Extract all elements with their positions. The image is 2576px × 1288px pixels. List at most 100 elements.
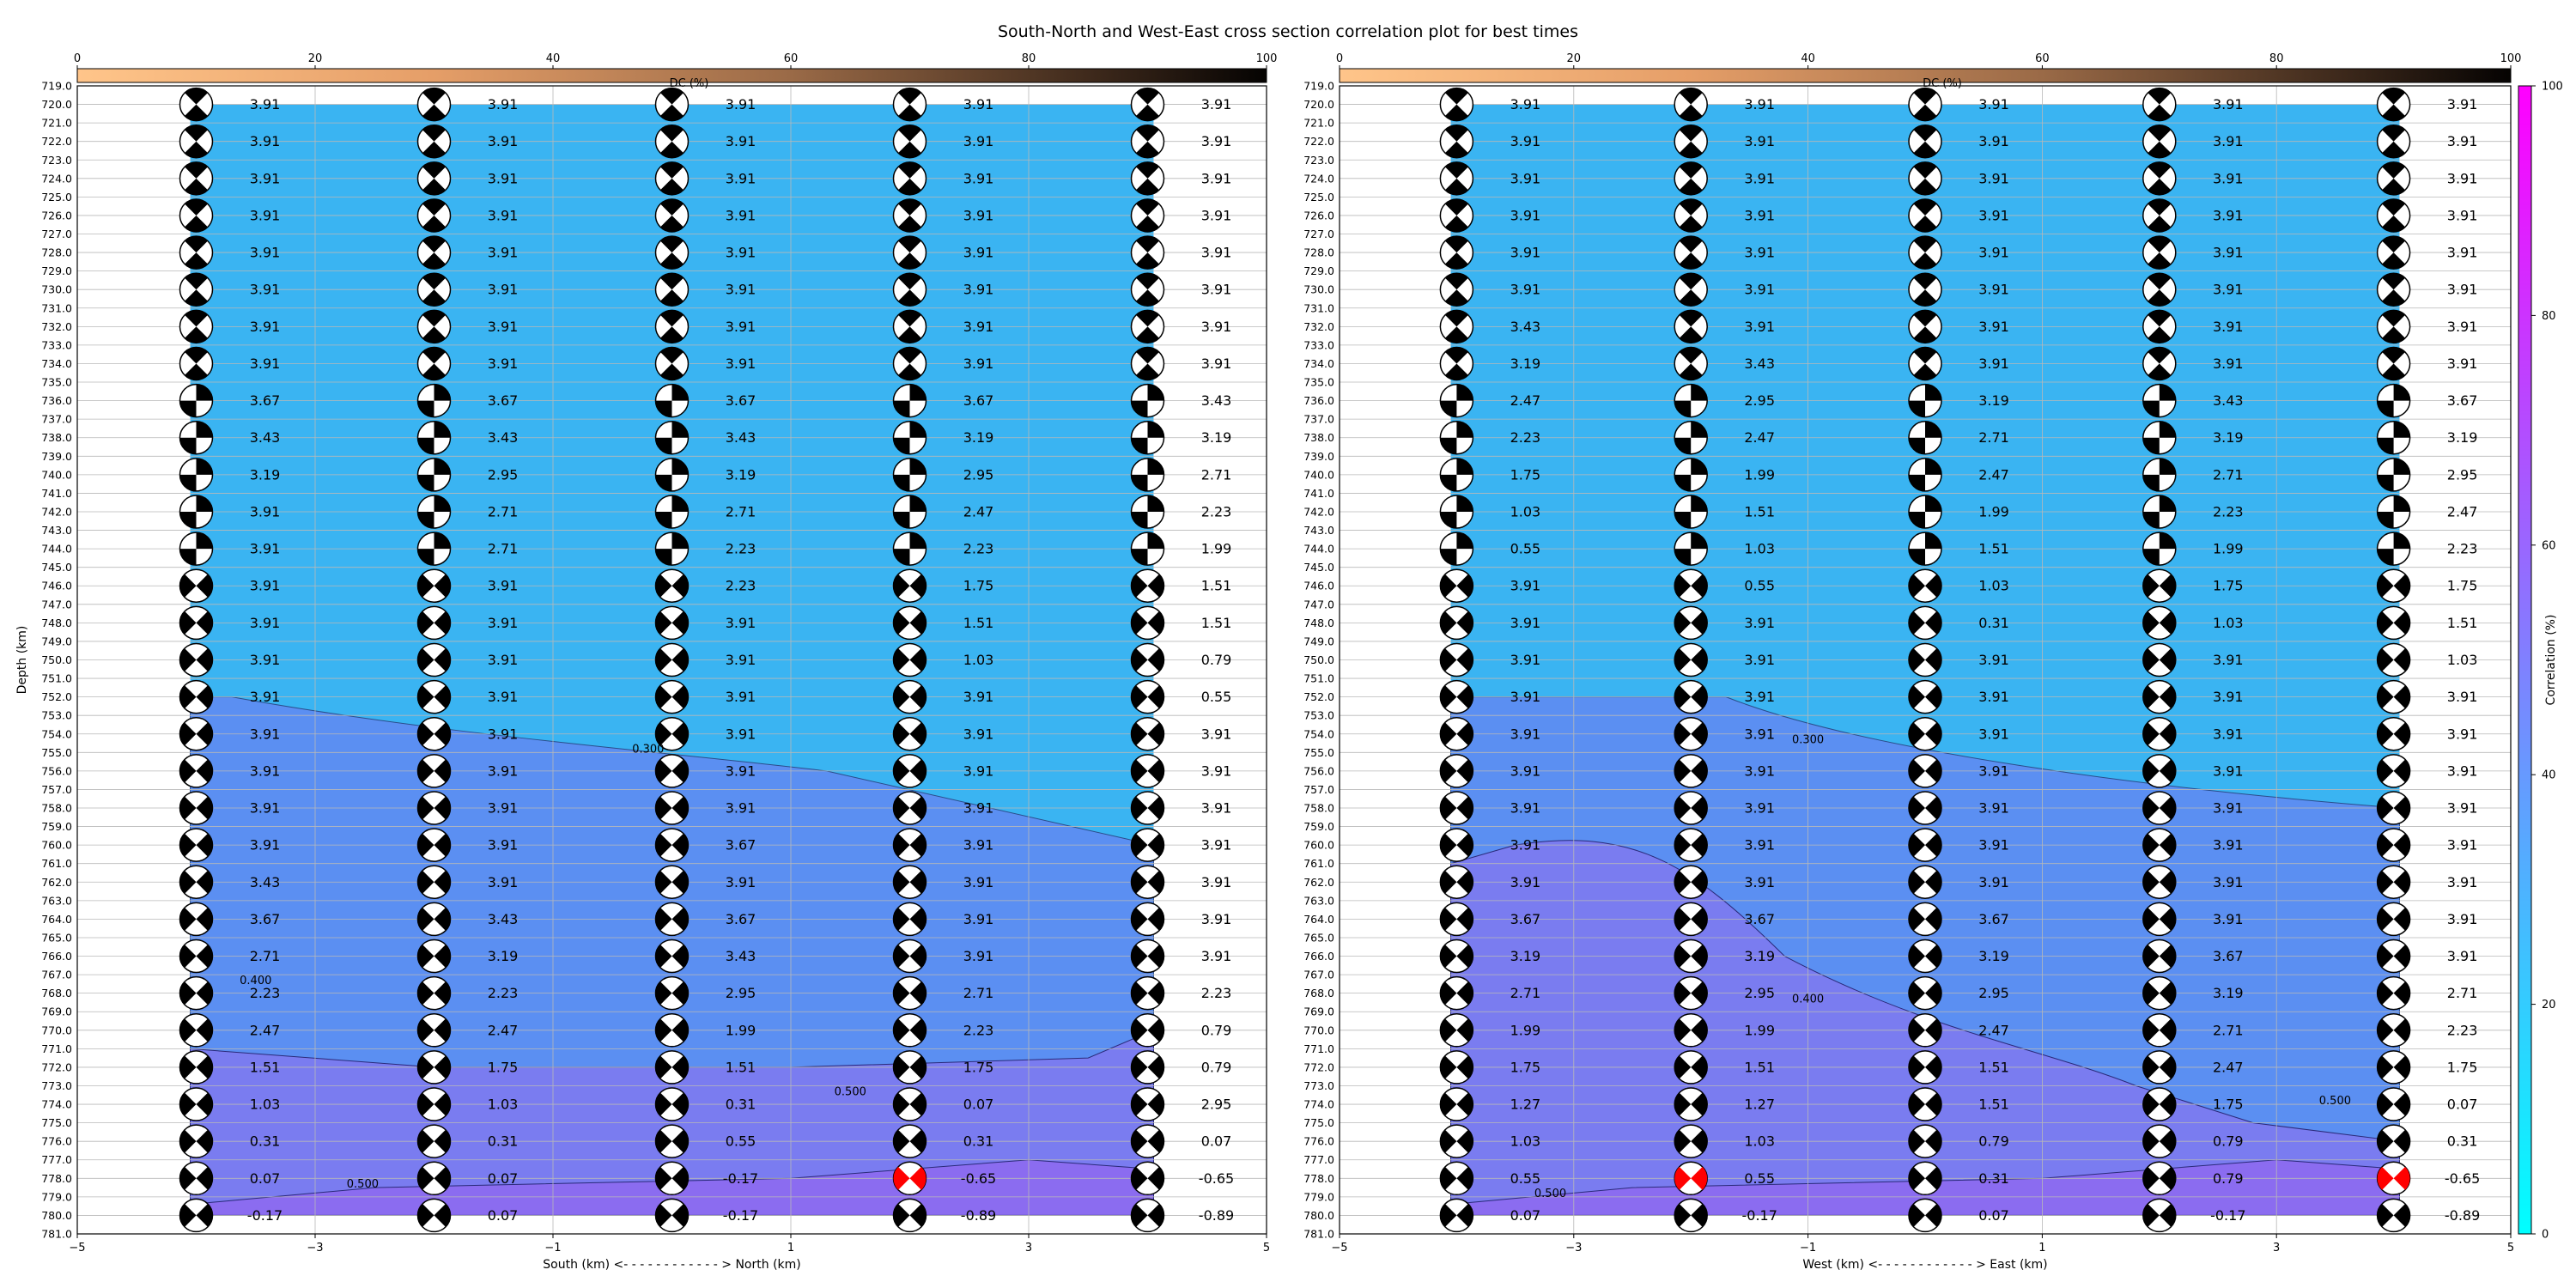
- beachball-quadrant: [185, 215, 208, 232]
- dc-value: 3.91: [963, 800, 994, 817]
- beachball-quadrant: [671, 458, 689, 475]
- beachball-quadrant: [1440, 907, 1457, 931]
- beachball-quadrant: [655, 437, 672, 454]
- beachball-quadrant: [1136, 104, 1159, 121]
- dc-value: -0.65: [2445, 1170, 2480, 1187]
- beachball-0-9-1: [416, 420, 452, 455]
- dc-value: 3.19: [963, 429, 994, 446]
- beachball-quadrant: [1456, 1166, 1473, 1190]
- dc-value: 3.91: [1744, 762, 1775, 779]
- beachball-quadrant: [1440, 796, 1457, 820]
- beachball-quadrant: [1691, 722, 1708, 746]
- dc-value: 3.91: [1201, 170, 1232, 186]
- depth-tick-label: 757.0: [1303, 783, 1334, 796]
- beachball-1-16-0: [1439, 679, 1474, 714]
- beachball-1-26-4: [2376, 1050, 2411, 1084]
- beachball-0-28-1: [416, 1124, 452, 1158]
- beachball-1-13-2: [1908, 568, 1942, 603]
- depth-tick-label: 758.0: [1303, 802, 1334, 815]
- beachball-quadrant: [179, 685, 197, 709]
- depth-tick-label: 739.0: [1303, 450, 1334, 463]
- beachball-quadrant: [185, 141, 208, 158]
- beachball-quadrant: [1440, 722, 1457, 746]
- depth-tick-label: 764.0: [1303, 913, 1334, 926]
- beachball-quadrant: [2393, 945, 2410, 968]
- beachball-quadrant: [2148, 310, 2172, 327]
- dc-value: 2.23: [963, 1022, 994, 1038]
- beachball-1-7-2: [1908, 346, 1942, 381]
- beachball-1-21-3: [2142, 865, 2177, 900]
- dc-value: 3.91: [1744, 170, 1775, 186]
- beachball-quadrant: [1131, 759, 1148, 783]
- dc-value: 1.03: [1744, 541, 1775, 557]
- beachball-1-2-0: [1439, 161, 1474, 196]
- beachball-0-0-3: [892, 87, 927, 122]
- depth-tick-label: 773.0: [1303, 1079, 1334, 1092]
- beachball-quadrant: [1456, 833, 1473, 857]
- beachball-1-18-4: [2376, 754, 2411, 788]
- beachball-quadrant: [1913, 363, 1937, 380]
- beachball-quadrant: [422, 347, 446, 364]
- dc-value: 1.51: [1978, 1097, 2009, 1113]
- beachball-quadrant: [1456, 796, 1473, 820]
- depth-tick-label: 749.0: [41, 635, 72, 647]
- beachball-0-23-4: [1130, 939, 1165, 974]
- dc-value: 3.91: [1201, 207, 1232, 223]
- dc-value: 3.91: [726, 615, 756, 631]
- dc-value: 3.91: [1744, 689, 1775, 705]
- beachball-quadrant: [434, 1204, 451, 1227]
- beachball-quadrant: [417, 907, 434, 931]
- beachball-0-5-4: [1130, 272, 1165, 307]
- dc-value: 1.03: [1744, 1133, 1775, 1150]
- beachball-1-28-4: [2376, 1124, 2411, 1158]
- beachball-0-8-0: [179, 383, 214, 418]
- beachball-quadrant: [1674, 907, 1692, 931]
- beachball-1-21-2: [1908, 865, 1942, 900]
- beachball-quadrant: [2393, 1204, 2410, 1227]
- beachball-quadrant: [1444, 236, 1468, 253]
- beachball-0-16-4: [1130, 679, 1165, 714]
- dc-value: 1.75: [2213, 1097, 2244, 1113]
- contour-label: 0.500: [835, 1085, 866, 1098]
- dc-value: 3.91: [1978, 874, 2009, 890]
- figure-title: South-North and West-East cross section …: [998, 22, 1578, 41]
- beachball-quadrant: [1131, 1018, 1148, 1042]
- beachball-quadrant: [1444, 88, 1468, 105]
- beachball-0-20-4: [1130, 828, 1165, 862]
- beachball-quadrant: [417, 833, 434, 857]
- beachball-quadrant: [1444, 363, 1468, 380]
- beachball-quadrant: [2377, 833, 2394, 857]
- beachball-0-12-4: [1130, 532, 1165, 566]
- dc-value: 3.91: [2213, 282, 2244, 298]
- beachball-quadrant: [660, 310, 683, 327]
- dc-value: 3.67: [726, 837, 756, 854]
- beachball-quadrant: [434, 759, 451, 783]
- beachball-quadrant: [434, 611, 451, 635]
- depth-tick-label: 753.0: [1303, 709, 1334, 722]
- dc-value: 3.91: [963, 207, 994, 223]
- depth-tick-label: 737.0: [1303, 413, 1334, 426]
- beachball-0-30-1: [416, 1198, 452, 1233]
- beachball-quadrant: [1913, 161, 1937, 179]
- beachball-0-17-4: [1130, 717, 1165, 751]
- beachball-quadrant: [2377, 1055, 2394, 1079]
- beachball-1-7-0: [1439, 346, 1474, 381]
- depth-tick-label: 746.0: [41, 580, 72, 592]
- beachball-quadrant: [1674, 1129, 1692, 1153]
- beachball-quadrant: [1131, 796, 1148, 820]
- dc-value: 3.91: [2213, 837, 2244, 854]
- dc-value: 3.91: [488, 874, 519, 890]
- dc-value: 3.91: [2213, 133, 2244, 149]
- beachball-quadrant: [1909, 1166, 1925, 1190]
- beachball-0-29-4: [1130, 1161, 1165, 1196]
- correlation-tick-label: 20: [2542, 999, 2556, 1012]
- beachball-1-11-3: [2142, 495, 2177, 529]
- depth-tick-label: 742.0: [41, 505, 72, 518]
- beachball-1-12-2: [1908, 532, 1942, 566]
- dc-value: 3.91: [1744, 282, 1775, 298]
- beachball-1-27-2: [1908, 1087, 1942, 1121]
- dc-value: 1.51: [1201, 615, 1232, 631]
- dc-value: 3.91: [726, 762, 756, 779]
- dc-value: 3.91: [726, 207, 756, 223]
- beachball-quadrant: [1925, 384, 1941, 401]
